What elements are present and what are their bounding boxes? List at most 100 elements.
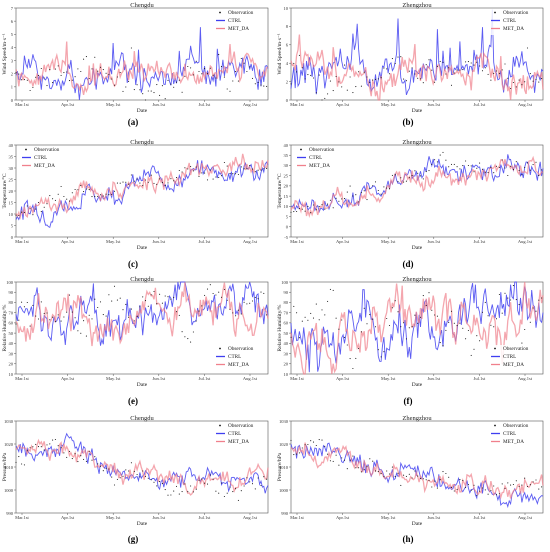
y-tick-label: 6 xyxy=(11,19,14,24)
observation-point xyxy=(372,460,374,462)
chart-title: Chengdu xyxy=(130,415,154,422)
chart-panel-f: Zhengzhou 10 20 30 40 50 60 70 80 90 100 Mar.1st Apr… xyxy=(275,274,550,392)
legend: Observation CTRL MET_DA xyxy=(213,422,265,448)
observation-point xyxy=(26,205,28,207)
x-axis-label: Date xyxy=(412,382,423,388)
observation-point xyxy=(74,188,76,191)
observation-point xyxy=(487,172,489,174)
observation-point xyxy=(125,86,127,88)
observation-point xyxy=(251,300,254,302)
observation-point xyxy=(372,79,374,81)
observation-point xyxy=(467,329,469,332)
observation-point xyxy=(459,322,461,324)
series-line-met-da xyxy=(15,153,269,220)
x-tick-label: Jun.1st xyxy=(152,515,165,520)
observation-point xyxy=(481,168,484,170)
observation-point xyxy=(377,349,379,351)
observation-point xyxy=(161,302,163,304)
observation-point xyxy=(321,99,323,101)
caption-e: (e) xyxy=(128,396,138,406)
observation-point xyxy=(116,299,118,301)
plot-frame xyxy=(15,7,269,101)
observation-point xyxy=(290,211,292,213)
observation-point xyxy=(26,301,28,304)
observation-point xyxy=(467,164,469,167)
y-axis-label: Wind Speed/m·s⁻¹ xyxy=(2,33,8,74)
y-tick-label: 4 xyxy=(11,45,14,50)
observation-point xyxy=(249,165,251,167)
observation-point xyxy=(94,196,96,198)
x-tick-label: May.1st xyxy=(106,102,121,107)
y-tick-label: 20 xyxy=(9,362,14,367)
observation-point xyxy=(366,323,368,325)
y-axis-label: Temperature/°C xyxy=(1,173,8,208)
observation-point xyxy=(52,82,54,84)
observation-point xyxy=(212,478,214,480)
observation-point xyxy=(355,467,357,469)
y-tick-label: 990 xyxy=(281,511,289,516)
observation-point xyxy=(167,494,169,496)
observation-point xyxy=(332,207,334,209)
observation-point xyxy=(465,61,467,63)
observation-point xyxy=(46,444,48,446)
observation-point xyxy=(184,75,186,77)
observation-point xyxy=(97,306,99,309)
observation-point xyxy=(150,479,152,481)
observation-point xyxy=(470,489,472,491)
observation-point xyxy=(266,478,268,480)
observation-point xyxy=(332,90,334,92)
observation-point xyxy=(298,54,300,56)
observation-point xyxy=(470,354,472,356)
observation-point xyxy=(324,208,326,210)
observation-point xyxy=(249,481,251,483)
observation-point xyxy=(15,461,17,463)
series-line-ctrl xyxy=(15,27,269,100)
observation-point xyxy=(198,175,200,178)
observation-point xyxy=(223,76,225,78)
observation-point xyxy=(187,491,189,493)
observation-point xyxy=(360,192,362,194)
chart-title: Zhengzhou xyxy=(402,139,432,146)
observation-point xyxy=(510,484,512,486)
observation-point xyxy=(74,317,76,319)
observation-point xyxy=(490,79,492,81)
x-tick-label: Aug.1st xyxy=(518,239,533,244)
legend-label: MET_DA xyxy=(503,439,524,445)
observation-point xyxy=(310,212,312,214)
observation-point xyxy=(411,477,413,479)
caption-b: (b) xyxy=(402,117,414,127)
observation-point xyxy=(419,78,422,80)
observation-point xyxy=(481,487,484,489)
observation-point xyxy=(521,342,523,344)
observation-point xyxy=(139,306,141,308)
observation-point xyxy=(487,315,489,317)
caption-c: (c) xyxy=(128,259,138,269)
observation-point xyxy=(215,77,217,79)
observation-point xyxy=(459,168,461,170)
observation-point xyxy=(156,485,158,487)
observation-point xyxy=(453,163,455,165)
series-line-met-da xyxy=(290,281,544,375)
observation-point xyxy=(335,75,337,78)
observation-point xyxy=(99,301,102,303)
observation-point xyxy=(462,327,464,329)
legend-swatch-observation xyxy=(494,347,496,350)
observation-point xyxy=(467,61,469,63)
legend-swatch-observation xyxy=(219,424,221,427)
observation-point xyxy=(226,165,228,167)
observation-point xyxy=(307,443,309,446)
observation-point xyxy=(263,168,265,170)
observation-point xyxy=(184,483,186,485)
observation-point xyxy=(94,56,96,58)
observation-point xyxy=(254,171,256,173)
observation-point xyxy=(479,162,481,164)
x-tick-label: Mar.1st xyxy=(15,515,29,520)
chart-panel-c: Chengdu 0 5 10 15 20 25 30 35 40 Mar.1st Apr.1st May… xyxy=(0,137,275,255)
observation-point xyxy=(235,315,237,317)
observation-point xyxy=(133,320,135,322)
legend-label: MET_DA xyxy=(503,26,524,32)
y-tick-label: 40 xyxy=(284,143,289,148)
x-tick-label: Aug.1st xyxy=(243,102,258,107)
observation-point xyxy=(212,292,214,295)
observation-point xyxy=(153,182,155,184)
